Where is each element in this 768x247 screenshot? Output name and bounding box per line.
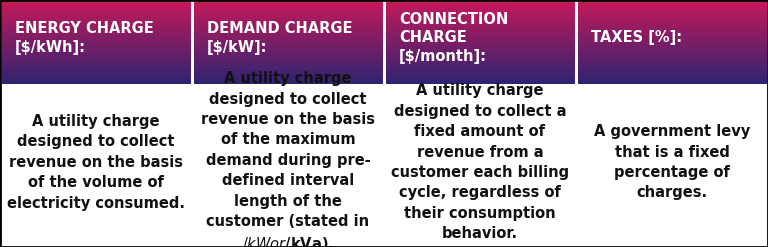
Text: ENERGY CHARGE
[$/kWh]:: ENERGY CHARGE [$/kWh]: <box>15 21 154 55</box>
Text: A utility charge
designed to collect
revenue on the basis
of the volume of
elect: A utility charge designed to collect rev… <box>7 114 185 210</box>
Text: TAXES [%]:: TAXES [%]: <box>591 30 682 45</box>
Text: A utility charge
designed to collect a
fixed amount of
revenue from a
customer e: A utility charge designed to collect a f… <box>391 83 569 241</box>
Text: A government levy
that is a fixed
percentage of
charges.: A government levy that is a fixed percen… <box>594 124 750 200</box>
Text: DEMAND CHARGE
[$/kW]:: DEMAND CHARGE [$/kW]: <box>207 21 353 55</box>
Text: CONNECTION
CHARGE
[$/month]:: CONNECTION CHARGE [$/month]: <box>399 12 508 64</box>
Text: A utility charge
designed to collect
revenue on the basis
of the maximum
demand : A utility charge designed to collect rev… <box>201 71 375 247</box>
